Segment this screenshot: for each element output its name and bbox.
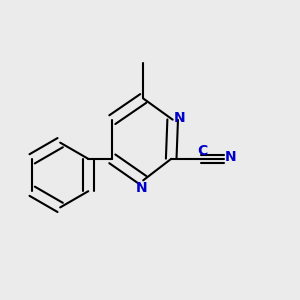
Text: N: N xyxy=(225,150,236,164)
Text: N: N xyxy=(173,111,185,125)
Text: N: N xyxy=(136,181,148,195)
Text: C: C xyxy=(197,144,207,158)
